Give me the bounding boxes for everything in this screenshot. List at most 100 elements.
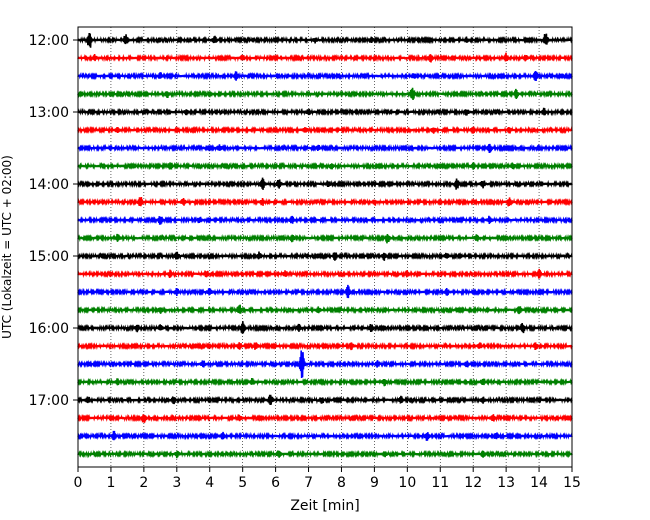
seismic-event bbox=[217, 146, 222, 150]
seismic-trace bbox=[77, 215, 573, 225]
seismic-trace bbox=[77, 32, 573, 48]
seismic-event bbox=[507, 128, 512, 132]
x-tick-label: 8 bbox=[337, 475, 346, 491]
seismic-event bbox=[171, 398, 176, 402]
seismic-event bbox=[250, 380, 255, 384]
seismic-trace bbox=[77, 125, 573, 135]
seismic-trace bbox=[77, 413, 573, 423]
seismic-event bbox=[332, 254, 337, 258]
trace-line bbox=[77, 32, 573, 48]
seismic-event bbox=[405, 272, 410, 276]
seismic-event bbox=[138, 199, 143, 205]
trace-line bbox=[77, 341, 573, 351]
seismic-event bbox=[491, 416, 495, 420]
seismic-event bbox=[290, 218, 294, 222]
seismic-event bbox=[511, 164, 515, 168]
seismic-event bbox=[382, 254, 387, 258]
seismic-event bbox=[135, 326, 140, 330]
seismic-event bbox=[175, 254, 179, 258]
seismic-event bbox=[168, 164, 173, 168]
seismic-event bbox=[316, 308, 321, 312]
grid-lines bbox=[110, 27, 540, 467]
seismic-event bbox=[320, 398, 324, 402]
trace-line bbox=[77, 284, 573, 299]
seismic-event bbox=[296, 326, 301, 330]
seismic-event bbox=[517, 308, 522, 312]
seismic-event bbox=[277, 452, 281, 456]
x-tick-label: 13 bbox=[497, 475, 515, 491]
y-axis-label: UTC (Lokalzeit = UTC + 02:00) bbox=[0, 155, 14, 339]
trace-line bbox=[77, 268, 573, 279]
trace-line bbox=[77, 394, 573, 405]
seismic-event bbox=[465, 38, 469, 42]
seismic-event bbox=[481, 398, 485, 402]
plot-frame bbox=[77, 26, 573, 468]
seismic-event bbox=[445, 290, 449, 294]
seismic-event bbox=[283, 272, 288, 276]
seismic-event bbox=[240, 56, 245, 60]
seismic-event bbox=[158, 326, 163, 330]
seismic-event bbox=[175, 452, 179, 456]
seismic-event bbox=[257, 254, 261, 258]
trace-line bbox=[77, 430, 573, 441]
seismic-event bbox=[158, 218, 163, 222]
seismic-event bbox=[185, 110, 189, 114]
x-tick-label: 11 bbox=[431, 475, 449, 491]
x-axis: 0 1 2 3 4 5 6 7 8 9 10 11 12 13 14 15 bbox=[74, 467, 581, 491]
y-tick-label: 14:00 bbox=[29, 177, 69, 193]
seismic-event bbox=[115, 236, 120, 240]
seismic-event bbox=[369, 38, 373, 42]
x-tick-label: 3 bbox=[172, 475, 181, 491]
seismic-event bbox=[487, 218, 492, 222]
seismic-event bbox=[399, 398, 403, 402]
x-tick-label: 15 bbox=[563, 475, 581, 491]
seismic-event bbox=[372, 200, 377, 204]
y-tick-label: 12:00 bbox=[29, 33, 69, 49]
x-tick-label: 10 bbox=[398, 475, 416, 491]
seismic-trace bbox=[77, 350, 573, 379]
seismic-event bbox=[141, 415, 146, 421]
seismic-event bbox=[158, 308, 163, 312]
seismic-event bbox=[168, 272, 172, 276]
seismic-event bbox=[543, 37, 549, 43]
y-tick-label: 13:00 bbox=[29, 105, 69, 121]
seismic-trace bbox=[77, 70, 573, 82]
seismic-event bbox=[494, 434, 498, 438]
seismic-trace bbox=[77, 107, 573, 117]
seismic-event bbox=[198, 218, 202, 222]
seismic-event bbox=[237, 307, 242, 313]
trace-line bbox=[77, 197, 573, 207]
trace-line bbox=[77, 70, 573, 82]
seismic-event bbox=[165, 92, 169, 96]
seismic-trace bbox=[77, 377, 573, 387]
seismic-trace bbox=[77, 430, 573, 441]
seismic-event bbox=[260, 200, 265, 204]
trace-line bbox=[77, 177, 573, 190]
seismic-event bbox=[86, 398, 90, 402]
seismic-event bbox=[345, 289, 351, 295]
trace-line bbox=[77, 125, 573, 135]
seismic-event bbox=[534, 344, 538, 348]
trace-line bbox=[77, 251, 573, 261]
seismic-event bbox=[112, 434, 117, 438]
seismic-event bbox=[471, 128, 475, 132]
seismic-event bbox=[524, 56, 528, 60]
seismic-event bbox=[375, 362, 380, 366]
seismic-event bbox=[92, 56, 97, 60]
trace-line bbox=[77, 449, 573, 459]
seismic-event bbox=[507, 199, 512, 205]
seismic-event bbox=[276, 182, 281, 186]
seismic-event bbox=[268, 397, 273, 403]
seismic-event bbox=[487, 146, 492, 150]
seismic-trace bbox=[77, 449, 573, 459]
seismic-event bbox=[290, 236, 294, 240]
x-tick-label: 5 bbox=[238, 475, 247, 491]
x-tick-label: 2 bbox=[139, 475, 148, 491]
seismic-event bbox=[445, 254, 449, 258]
y-tick-label: 15:00 bbox=[29, 249, 69, 265]
seismic-event bbox=[533, 73, 538, 79]
seismic-event bbox=[306, 110, 311, 114]
seismic-event bbox=[115, 380, 120, 384]
seismic-event bbox=[253, 344, 258, 348]
